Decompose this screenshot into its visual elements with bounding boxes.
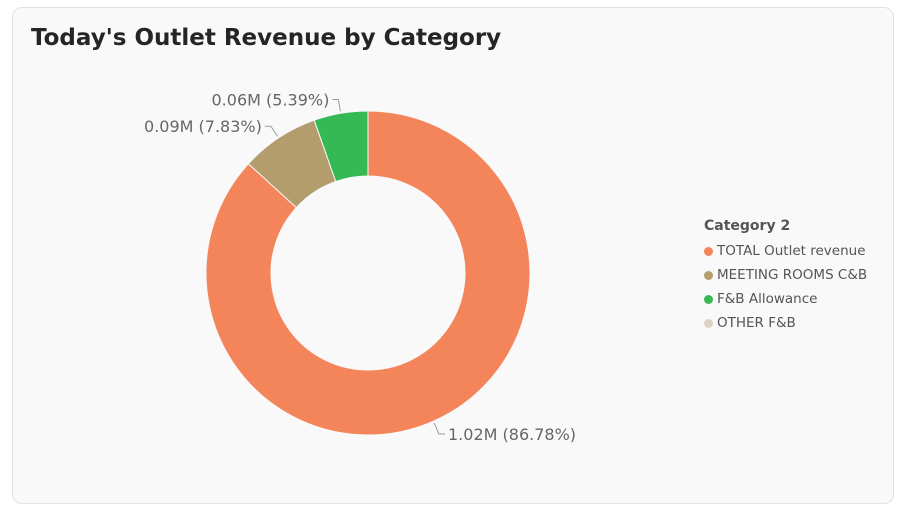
legend: Category 2 TOTAL Outlet revenue MEETING R… <box>704 218 867 335</box>
legend-item-label: MEETING ROOMS C&B <box>717 267 868 283</box>
legend-item-other-fandb[interactable]: OTHER F&B <box>704 311 867 335</box>
donut-slice-total-outlet-revenue[interactable] <box>205 110 531 436</box>
leader-line-meeting-rooms-candb <box>264 125 278 137</box>
donut-slice-fandb-allowance[interactable] <box>313 110 369 183</box>
donut-data-labels: 1.02M (86.78%) 0.09M (7.83%) 0.06M (5.39%) <box>144 91 576 445</box>
chart-title: Today's Outlet Revenue by Category <box>31 25 502 51</box>
chart-card: Today's Outlet Revenue by Category 1.02M… <box>12 7 894 504</box>
donut-chart: 1.02M (86.78%) 0.09M (7.83%) 0.06M (5.39%) <box>144 91 576 445</box>
legend-item-label: TOTAL Outlet revenue <box>717 243 866 259</box>
legend-item-fandb-allowance[interactable]: F&B Allowance <box>704 287 867 311</box>
legend-item-label: OTHER F&B <box>717 315 796 331</box>
legend-marker-icon <box>704 246 713 256</box>
data-label-fandb-allowance: 0.06M (5.39%) <box>212 91 330 110</box>
data-label-total-outlet-revenue: 1.02M (86.78%) <box>448 425 576 444</box>
legend-title: Category 2 <box>704 218 791 234</box>
legend-marker-icon <box>704 318 713 328</box>
legend-item-total-outlet-revenue[interactable]: TOTAL Outlet revenue <box>704 239 867 263</box>
legend-items: TOTAL Outlet revenue MEETING ROOMS C&B F&B… <box>704 239 867 335</box>
legend-marker-icon <box>704 270 713 280</box>
leader-line-fandb-allowance <box>332 99 341 112</box>
legend-item-label: F&B Allowance <box>717 291 818 307</box>
donut-slices <box>205 110 531 436</box>
leader-line-total-outlet-revenue <box>433 422 446 435</box>
data-label-meeting-rooms-candb: 0.09M (7.83%) <box>144 117 262 136</box>
legend-marker-icon <box>704 294 713 304</box>
legend-item-meeting-rooms-candb[interactable]: MEETING ROOMS C&B <box>704 263 867 287</box>
